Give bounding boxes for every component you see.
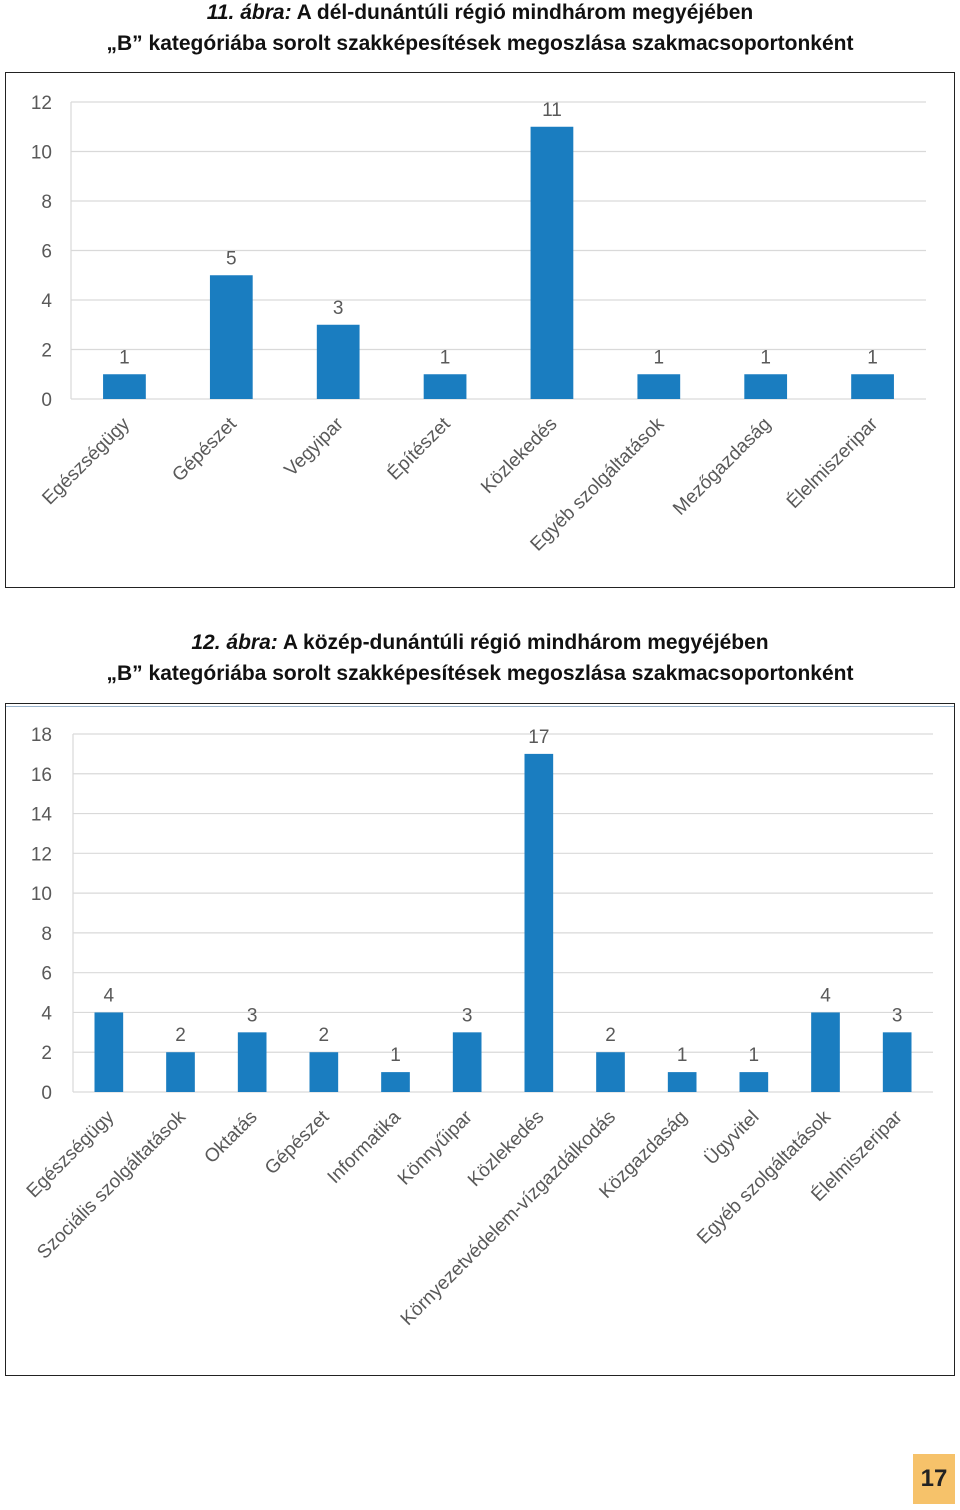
data-label: 1 xyxy=(760,347,771,368)
y-tick-label: 12 xyxy=(31,93,52,114)
category-label: Szociális szolgáltatások xyxy=(33,1106,190,1263)
data-label: 3 xyxy=(247,1005,258,1026)
category-label: Ügyvitel xyxy=(701,1107,764,1170)
data-label: 1 xyxy=(440,347,451,368)
data-label: 2 xyxy=(319,1025,330,1046)
figure-11-title-line1: A dél-dunántúli régió mindhárom megyéjéb… xyxy=(296,1,754,24)
y-tick-label: 8 xyxy=(41,924,52,945)
bar xyxy=(667,1072,697,1092)
bar xyxy=(309,1052,339,1092)
data-label: 4 xyxy=(820,985,831,1006)
data-label: 3 xyxy=(462,1005,473,1026)
bar xyxy=(530,126,574,399)
chart-11: 0 2 4 6 8 10 12 1 Egészségügy 5 Gépészet 3 Vegyipar 1… xyxy=(31,93,926,556)
category-label: Egyéb szolgáltatások xyxy=(693,1106,835,1248)
y-tick-label: 6 xyxy=(41,964,52,985)
bar xyxy=(316,324,360,399)
y-tick-label: 6 xyxy=(41,242,52,263)
bar xyxy=(423,374,467,399)
data-label: 1 xyxy=(390,1045,401,1066)
data-label: 4 xyxy=(104,985,115,1006)
bar xyxy=(637,374,681,399)
chart-12-frame: 0 2 4 6 8 10 12 14 16 18 4 Egészségügy 2 Szociális sz… xyxy=(5,703,955,1376)
chart-11-frame: 0 2 4 6 8 10 12 1 Egészségügy 5 Gépészet 3 Vegyipar 1… xyxy=(5,72,955,588)
figure-12-caption-line1: 12. ábra: A közép-dunántúli régió mindhá… xyxy=(0,627,960,658)
bar xyxy=(209,275,253,399)
category-label: Egészségügy xyxy=(38,413,134,509)
figure-11-title-line2: „B” kategóriába sorolt szakképesítések m… xyxy=(106,32,854,55)
category-label: Informatika xyxy=(324,1106,406,1188)
category-label: Gépészet xyxy=(261,1106,334,1179)
figure-12-label: 12. ábra: xyxy=(191,631,278,654)
bar xyxy=(381,1072,410,1092)
bar xyxy=(851,374,894,399)
y-tick-label: 8 xyxy=(41,192,52,213)
data-label: 1 xyxy=(119,347,130,368)
bar xyxy=(811,1012,840,1092)
category-label: Közlekedés xyxy=(477,414,561,498)
bar xyxy=(103,374,146,399)
data-label: 1 xyxy=(677,1045,688,1066)
bar xyxy=(237,1032,267,1092)
y-tick-label: 12 xyxy=(31,844,52,865)
y-tick-label: 2 xyxy=(41,1043,52,1064)
bar xyxy=(739,1072,769,1092)
bar xyxy=(166,1052,195,1092)
y-tick-label: 4 xyxy=(41,291,52,312)
y-tick-label: 2 xyxy=(41,341,52,362)
data-label: 2 xyxy=(605,1025,616,1046)
figure-12-title-line1: A közép-dunántúli régió mindhárom megyéj… xyxy=(282,631,769,654)
category-label: Vegyipar xyxy=(281,413,349,481)
y-tick-label: 18 xyxy=(31,725,52,746)
bar xyxy=(882,1032,912,1092)
bar xyxy=(596,1052,625,1092)
figure-12-title-line2: „B” kategóriába sorolt szakképesítések m… xyxy=(106,662,854,685)
data-label: 5 xyxy=(226,248,237,269)
bar xyxy=(452,1032,482,1092)
figure-11-caption-line1: 11. ábra: A dél-dunántúli régió mindháro… xyxy=(0,0,960,28)
y-tick-label: 16 xyxy=(31,765,52,786)
y-tick-label: 0 xyxy=(41,390,52,411)
figure-11-label: 11. ábra: xyxy=(206,1,292,24)
bar xyxy=(94,1012,124,1092)
bar xyxy=(524,753,554,1092)
data-label: 1 xyxy=(654,347,665,368)
page-number: 17 xyxy=(913,1454,955,1504)
data-label: 3 xyxy=(892,1005,903,1026)
category-label: Építészet xyxy=(384,413,455,484)
data-label: 11 xyxy=(542,100,562,121)
y-tick-label: 0 xyxy=(41,1083,52,1104)
y-tick-label: 10 xyxy=(31,143,52,164)
category-label: Oktatás xyxy=(201,1107,262,1168)
category-label: Mezőgazdaság xyxy=(669,414,775,520)
figure-11-caption: 11. ábra: A dél-dunántúli régió mindháro… xyxy=(0,0,960,59)
category-label: Élelmiszeripar xyxy=(783,413,883,513)
data-label: 17 xyxy=(528,727,549,748)
figure-12-caption: 12. ábra: A közép-dunántúli régió mindhá… xyxy=(0,627,960,689)
category-label: Gépészet xyxy=(168,413,241,486)
y-tick-label: 14 xyxy=(31,805,53,826)
data-label: 2 xyxy=(175,1025,186,1046)
bar xyxy=(744,374,788,399)
data-label: 3 xyxy=(333,298,344,319)
y-tick-label: 10 xyxy=(31,884,52,905)
y-tick-label: 4 xyxy=(41,1003,52,1024)
data-label: 1 xyxy=(749,1045,760,1066)
data-label: 1 xyxy=(867,347,878,368)
